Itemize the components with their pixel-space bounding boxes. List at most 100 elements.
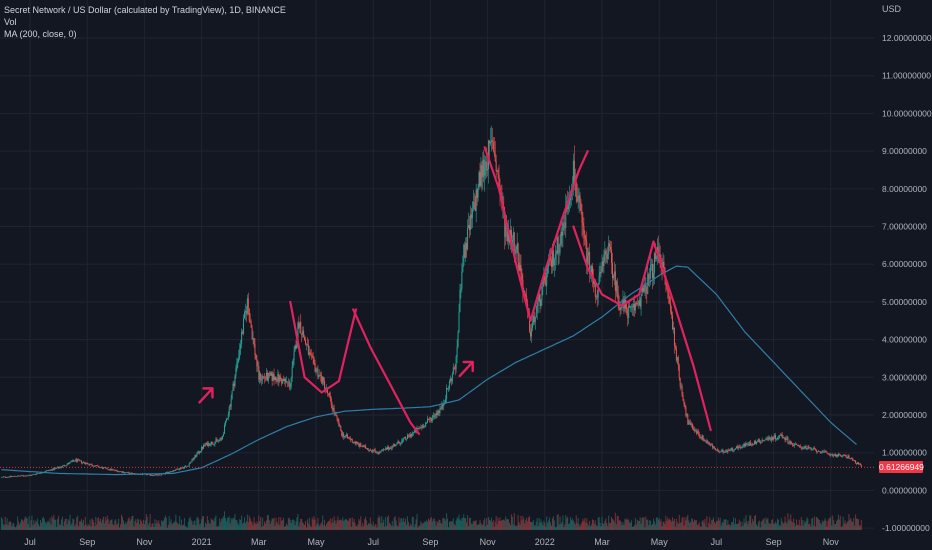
volume-bar xyxy=(94,526,96,530)
volume-bar xyxy=(168,516,170,530)
volume-bar xyxy=(108,523,110,530)
candle-body xyxy=(361,446,363,447)
candle-body xyxy=(608,243,610,255)
volume-bar xyxy=(470,523,472,530)
volume-bar xyxy=(292,519,294,530)
volume-bar xyxy=(179,516,181,530)
candle-body xyxy=(30,475,32,476)
candle-body xyxy=(857,462,859,465)
candle-body xyxy=(345,435,347,437)
candle-body xyxy=(422,425,424,428)
volume-bar xyxy=(654,524,656,530)
time-axis[interactable]: Jul Sep Nov 2021 Mar May Jul Sep Nov 2022 Mar May Ju… xyxy=(24,537,839,547)
candle-body xyxy=(313,358,315,364)
volume-bar xyxy=(39,526,41,530)
candle-body xyxy=(343,433,345,438)
candle-body xyxy=(742,445,744,447)
volume-bar xyxy=(808,524,810,530)
annotation-arrow-icon[interactable] xyxy=(458,360,474,378)
volume-bar xyxy=(122,520,124,530)
volume-bar xyxy=(382,522,384,530)
volume-bar xyxy=(610,522,612,530)
y-tick-label: 6.00000000 xyxy=(882,259,927,269)
ma-legend[interactable]: MA (200, close, 0) xyxy=(4,29,77,39)
volume-bar xyxy=(736,523,738,530)
candle-body xyxy=(265,372,267,379)
volume-bar xyxy=(669,518,671,530)
candle-body xyxy=(210,441,212,445)
candle-body xyxy=(274,376,276,380)
volume-bar xyxy=(451,521,453,530)
volume-bar xyxy=(6,518,8,530)
candle-body xyxy=(81,462,83,463)
annotation-curve[interactable] xyxy=(572,225,655,307)
candle-body xyxy=(379,451,381,453)
volume-bar xyxy=(497,517,499,530)
annotation-arrow-icon[interactable] xyxy=(198,387,214,404)
candle-body xyxy=(585,239,587,242)
volume-bar xyxy=(333,516,335,530)
volume-bar xyxy=(307,523,309,530)
volume-bar xyxy=(383,519,385,530)
annotation-curve[interactable] xyxy=(352,308,421,435)
candle-body xyxy=(133,473,135,474)
candle-body xyxy=(703,439,705,441)
candle-body xyxy=(704,439,706,442)
candle-body xyxy=(262,376,264,380)
volume-bar xyxy=(774,523,776,530)
price-axis[interactable]: 12.0000000011.0000000010.000000009.00000… xyxy=(882,33,932,533)
volume-bar xyxy=(112,524,114,530)
volume-bar xyxy=(187,522,189,530)
annotation-curve[interactable] xyxy=(652,240,712,432)
volume-bar xyxy=(820,524,822,530)
annotation-curve[interactable] xyxy=(483,146,589,322)
volume-bar xyxy=(305,527,307,530)
candle-body xyxy=(594,279,596,297)
symbol-title[interactable]: Secret Network / US Dollar (calculated b… xyxy=(4,5,286,15)
volume-bar xyxy=(690,522,692,530)
volume-bar xyxy=(264,523,266,530)
volume-bar xyxy=(605,518,607,530)
volume-bar xyxy=(36,521,38,530)
candle-body xyxy=(241,331,243,344)
candle-body xyxy=(577,199,579,202)
volume-bar xyxy=(616,515,618,530)
volume-bar xyxy=(131,515,133,530)
candle-body xyxy=(741,445,743,448)
candle-body xyxy=(471,209,473,219)
volume-bar xyxy=(658,517,660,530)
candle-body xyxy=(642,287,644,292)
volume-bar xyxy=(517,514,519,530)
volume-bar xyxy=(526,517,528,530)
volume-bar xyxy=(154,519,156,530)
volume-bar xyxy=(824,518,826,530)
volume-legend[interactable]: Vol xyxy=(4,17,17,27)
volume-bar xyxy=(778,524,780,530)
candle-body xyxy=(629,305,631,308)
volume-bar xyxy=(235,520,237,530)
volume-bar xyxy=(548,520,550,530)
candle-body xyxy=(55,468,57,469)
candle-body xyxy=(374,449,376,452)
volume-bar xyxy=(832,515,834,530)
volume-bar xyxy=(741,521,743,530)
volume-bar xyxy=(8,521,10,530)
candle-body xyxy=(830,454,832,456)
volume-bar xyxy=(123,524,125,530)
volume-bar xyxy=(749,515,751,530)
volume-bar xyxy=(714,523,716,530)
volume-bar xyxy=(372,521,374,530)
candle-body xyxy=(49,469,51,471)
candle-body xyxy=(440,408,442,409)
candle-body xyxy=(126,472,128,473)
volume-bar xyxy=(181,519,183,530)
volume-bar xyxy=(20,519,22,530)
volume-bar xyxy=(557,514,559,530)
volume-bar xyxy=(124,522,126,530)
volume-bar xyxy=(353,518,355,530)
annotation-curve[interactable] xyxy=(289,300,358,394)
candle-body xyxy=(491,140,493,142)
candle-body xyxy=(399,443,401,445)
candle-body xyxy=(216,439,218,440)
